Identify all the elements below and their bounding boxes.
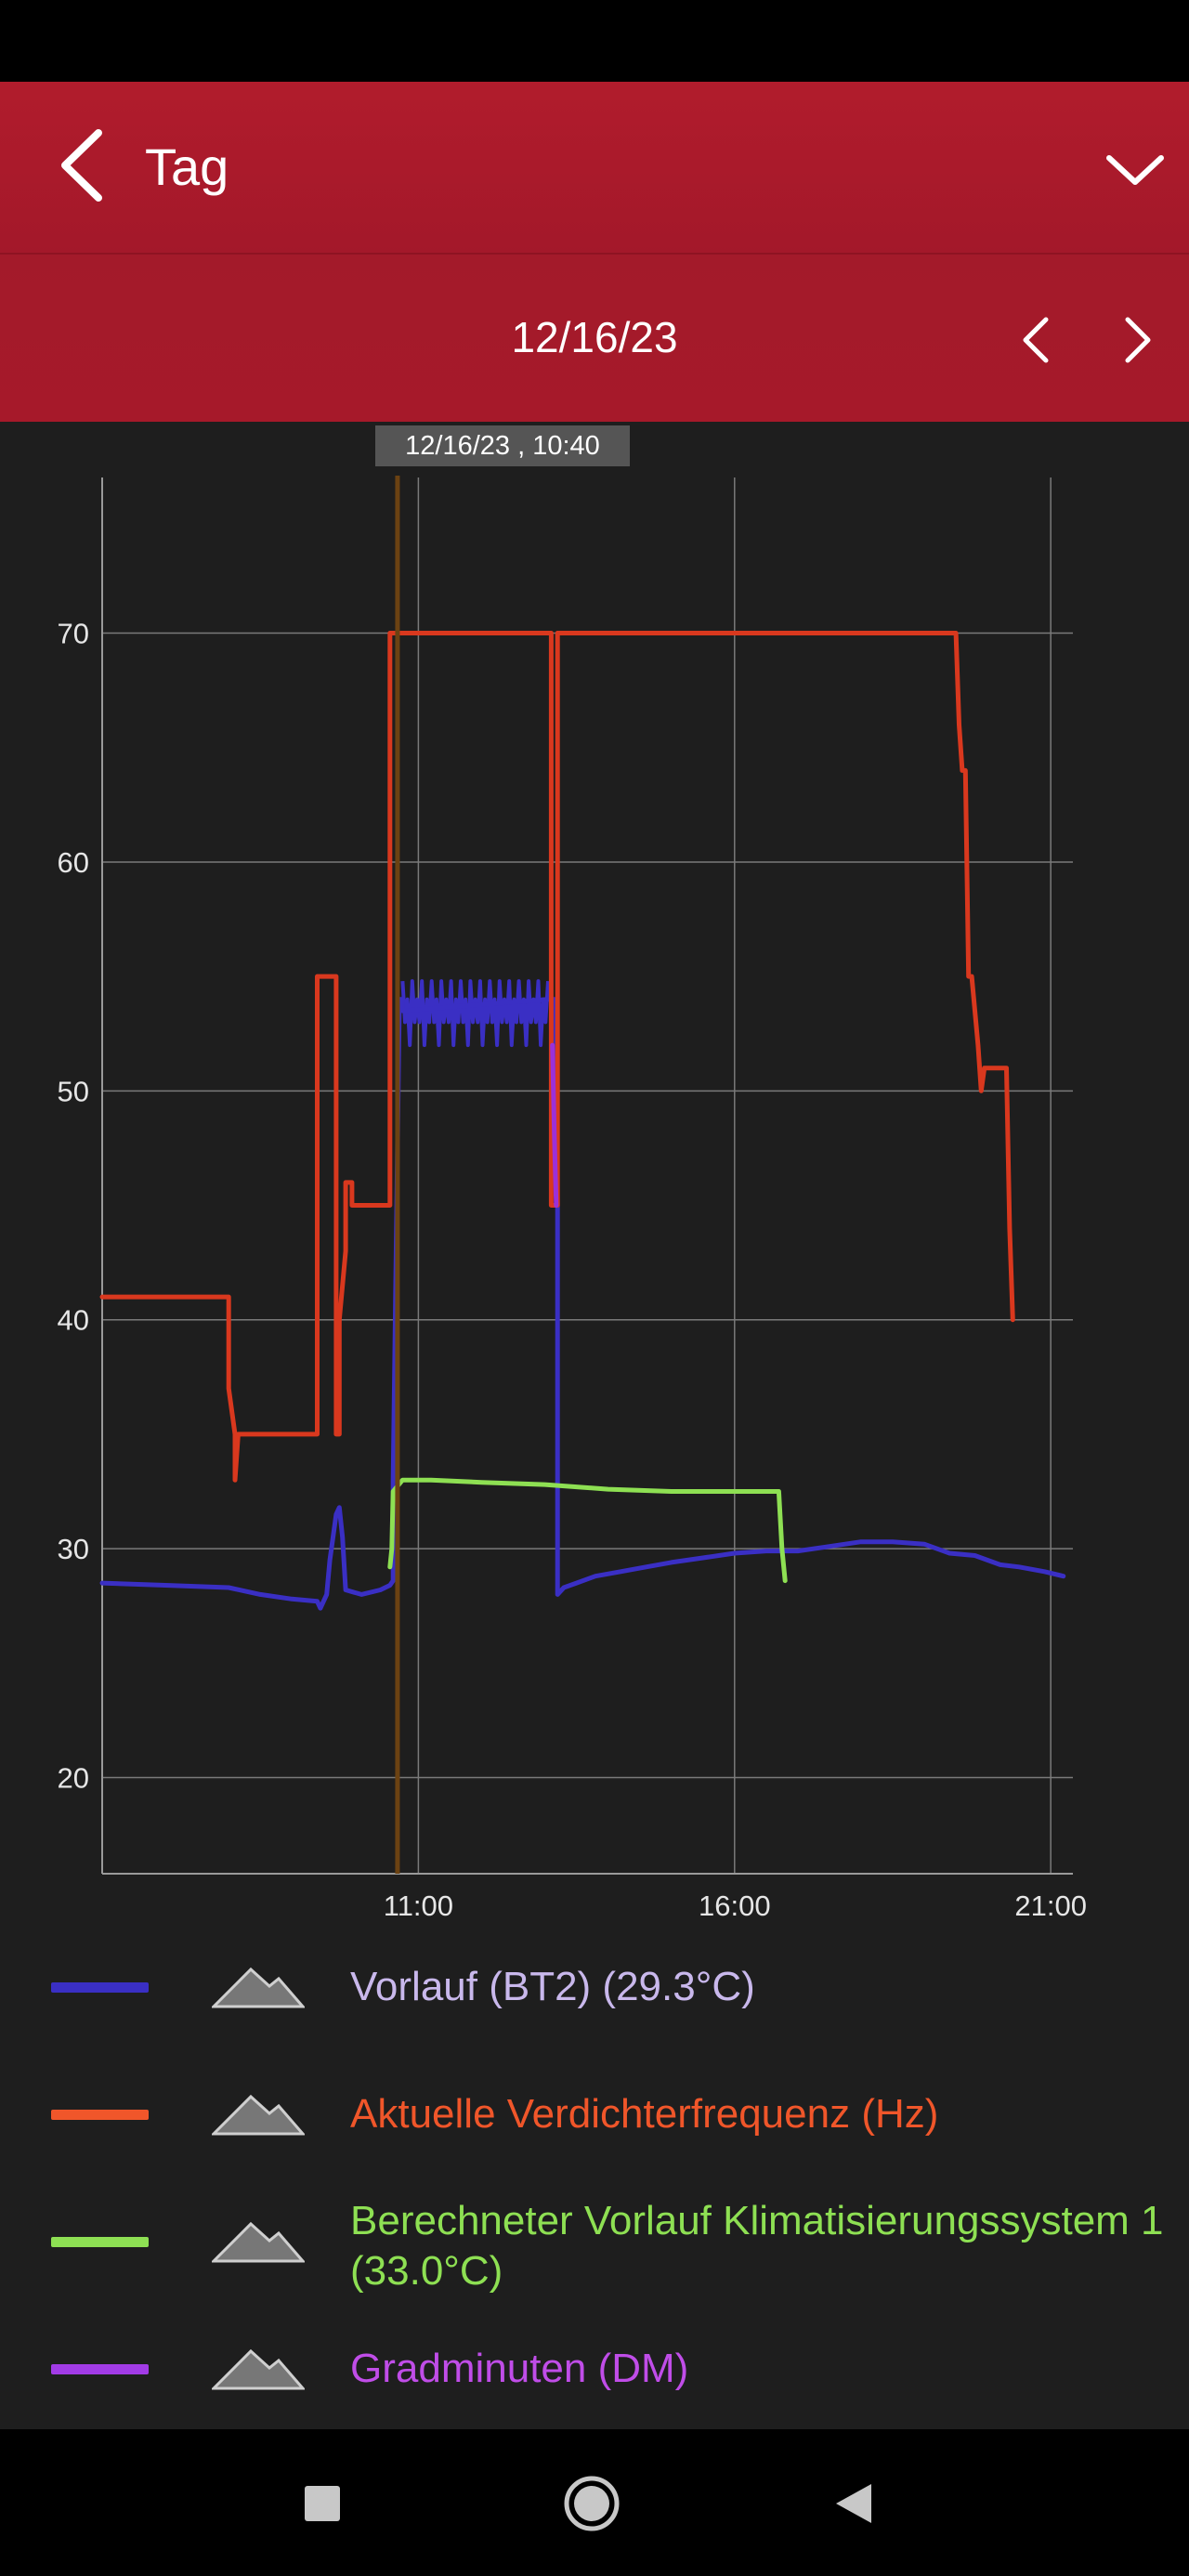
y-tick-label: 60	[58, 846, 89, 879]
area-toggle-icon[interactable]	[212, 2220, 305, 2263]
y-tick-label: 70	[58, 618, 89, 650]
system-nav-bar	[0, 2429, 1189, 2576]
triangle-back-icon[interactable]	[821, 2471, 886, 2536]
page-title: Tag	[145, 137, 229, 196]
square-icon[interactable]	[290, 2471, 355, 2536]
y-tick-label: 20	[58, 1762, 89, 1795]
date-label: 12/16/23	[511, 313, 678, 361]
legend-label: Berechneter Vorlauf Klimatisierungssyste…	[350, 2198, 1164, 2294]
line-chart[interactable]: 20 30 40 50 60 70 11:00 16:00 21:00	[0, 420, 1189, 1943]
series-line	[550, 1042, 559, 1208]
chevron-down-icon[interactable]	[1102, 147, 1169, 193]
chevron-left-icon[interactable]	[1013, 312, 1059, 368]
y-tick-label: 40	[58, 1304, 89, 1337]
chart-area[interactable]: 20 30 40 50 60 70 11:00 16:00 21:00 12/16/23 , 1…	[0, 420, 1189, 1943]
legend-label: Vorlauf (BT2) (29.3°C)	[350, 1964, 755, 2009]
date-bar: 12/16/23	[0, 253, 1189, 422]
series-line	[99, 631, 1015, 1483]
chevron-left-icon[interactable]	[54, 124, 110, 207]
cursor-time-label: 12/16/23 , 10:40	[375, 425, 630, 466]
x-tick-label: 21:00	[1014, 1890, 1087, 1922]
x-tick-label: 16:00	[699, 1890, 771, 1922]
legend-swatch	[51, 2110, 149, 2120]
y-tick-label: 50	[58, 1075, 89, 1107]
legend-label: Aktuelle Verdichterfrequenz (Hz)	[350, 2091, 939, 2137]
legend-swatch	[51, 2364, 149, 2374]
circle-icon[interactable]	[559, 2471, 624, 2536]
y-tick-label: 30	[58, 1533, 89, 1565]
area-toggle-icon[interactable]	[212, 2093, 305, 2136]
header-bar: Tag	[0, 82, 1189, 253]
status-bar	[0, 0, 1189, 82]
series-noise-band	[400, 979, 550, 1048]
area-toggle-icon[interactable]	[212, 2347, 305, 2390]
x-tick-label: 11:00	[384, 1890, 453, 1922]
legend-label: Gradminuten (DM)	[350, 2346, 689, 2391]
legend-swatch	[51, 1982, 149, 1993]
series-line	[387, 1477, 788, 1584]
legend-swatch	[51, 2237, 149, 2247]
chevron-right-icon[interactable]	[1115, 312, 1161, 368]
area-toggle-icon[interactable]	[212, 1966, 305, 2008]
